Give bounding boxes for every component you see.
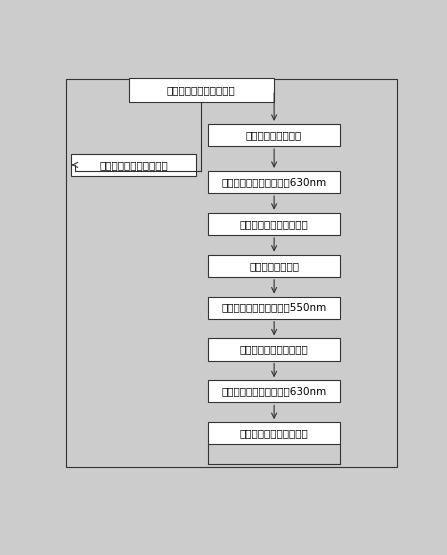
Bar [72,154,196,176]
Text: 液晶可调谐滤光片切换至550nm: 液晶可调谐滤光片切换至550nm [222,302,327,312]
Bar [208,255,340,277]
Bar [129,78,274,102]
Text: 红色发光二极管灯: 红色发光二极管灯 [249,261,299,271]
Text: 第二电荷耦合器拍摄图像: 第二电荷耦合器拍摄图像 [99,160,168,170]
Bar [208,171,340,193]
Bar [208,124,340,146]
Bar [208,213,340,235]
Text: 厕素灯，激光二极管点亮: 厕素灯，激光二极管点亮 [167,85,236,95]
Text: 第一电荷耦合器拍摄图像: 第一电荷耦合器拍摄图像 [240,219,308,229]
Text: 第一电荷耦合器拍摄图像: 第一电荷耦合器拍摄图像 [240,345,308,355]
Text: 红色发光二极管点亮: 红色发光二极管点亮 [246,130,302,140]
Text: 液晶可调谐滤光片切换至630nm: 液晶可调谐滤光片切换至630nm [222,386,327,396]
Text: 液晶可调谐滤光片切换至630nm: 液晶可调谐滤光片切换至630nm [222,177,327,187]
Text: 第一电荷耦合器拍摄图像: 第一电荷耦合器拍摄图像 [240,428,308,438]
Bar [208,380,340,402]
Bar [208,422,340,445]
Bar [208,339,340,361]
Bar [208,296,340,319]
